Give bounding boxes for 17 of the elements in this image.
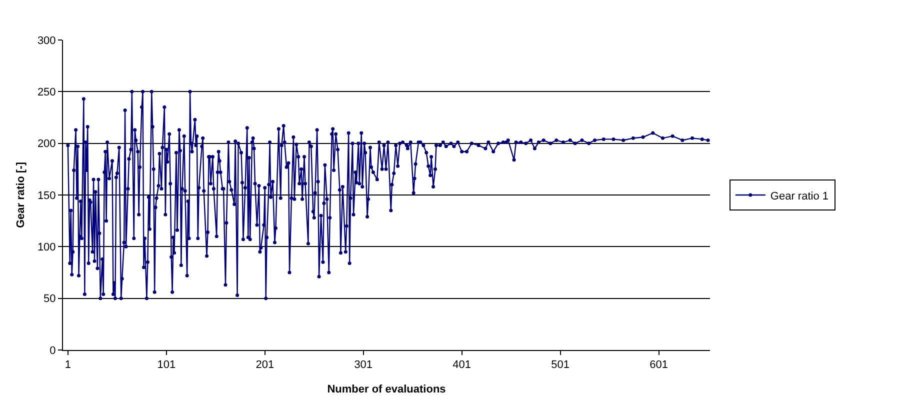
y-tick-label: 300	[37, 34, 56, 47]
x-tick-label: 501	[551, 359, 570, 372]
x-axis-title: Number of evaluations	[327, 383, 446, 396]
y-tick-label: 250	[37, 86, 56, 99]
x-tick-label: 1	[64, 359, 71, 372]
y-tick-label: 50	[44, 293, 56, 306]
x-tick-label: 301	[354, 359, 373, 372]
y-tick-label: 200	[37, 138, 56, 150]
y-tick-label: 150	[37, 190, 56, 202]
legend-label: Gear ratio 1	[770, 190, 829, 202]
x-tick-label: 101	[157, 359, 176, 372]
x-tick-label: 201	[256, 359, 274, 372]
y-tick-label: 100	[37, 242, 56, 254]
y-tick-label: 0	[50, 344, 56, 357]
x-tick-label: 601	[650, 359, 668, 372]
x-tick-label: 401	[452, 359, 472, 372]
y-axis-title: Gear ratio [-]	[15, 162, 28, 228]
